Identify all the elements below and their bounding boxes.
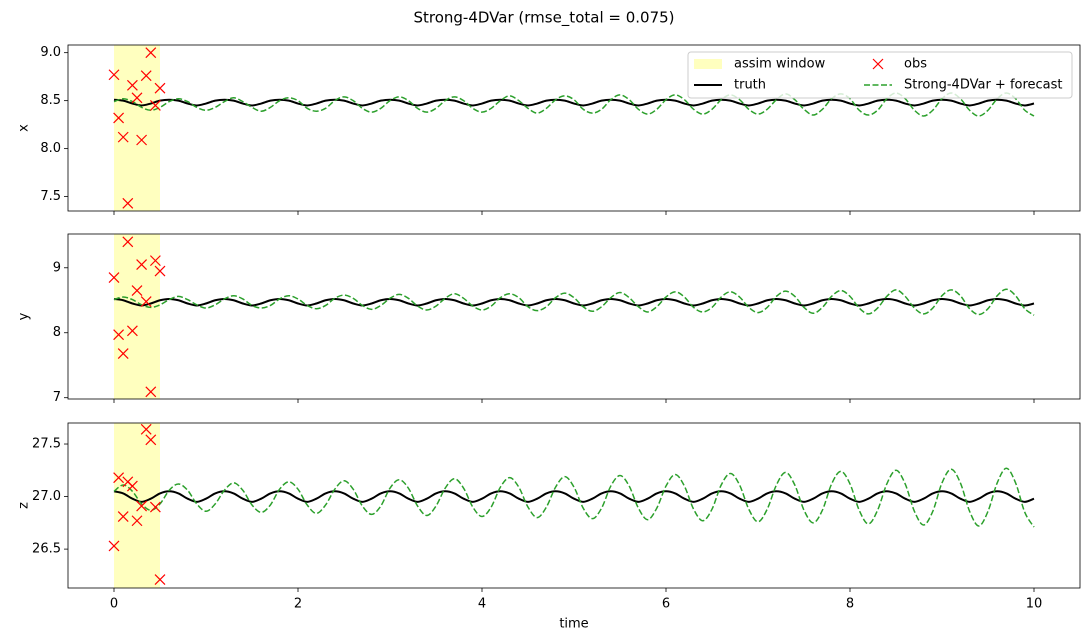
obs-marker: [140, 296, 152, 307]
x-tick-label: 2: [294, 597, 302, 612]
obs-marker: [113, 472, 125, 484]
obs-marker: [145, 434, 157, 446]
obs-marker: [149, 501, 161, 513]
obs-marker: [126, 325, 138, 337]
y-axis-label: y: [17, 312, 32, 320]
obs-marker: [117, 131, 129, 143]
y-axis-label: x: [17, 124, 32, 132]
obs-marker: [126, 79, 138, 91]
y-axis-label: z: [17, 502, 32, 509]
obs-marker: [131, 515, 143, 527]
obs-marker: [113, 112, 125, 124]
series-line: [113, 98, 1035, 107]
obs-marker: [131, 285, 143, 296]
obs-marker: [108, 540, 120, 552]
obs-marker: [154, 82, 166, 94]
y-tick-label: 26.5: [32, 542, 61, 557]
series-line: [113, 92, 1035, 117]
legend-label: obs: [904, 57, 927, 72]
y-tick-label: 7: [53, 390, 61, 405]
assim-window: [114, 423, 160, 588]
legend-marker: [872, 58, 884, 70]
plot-area: [113, 45, 1035, 211]
obs-marker: [149, 100, 161, 111]
obs-marker: [145, 47, 157, 59]
y-tick-label: 27.5: [32, 437, 61, 452]
plot-area: [113, 423, 1035, 588]
series-line: [113, 467, 1035, 528]
x-tick-label: 0: [110, 597, 118, 612]
obs-marker: [140, 70, 152, 82]
x-tick-label: 10: [1026, 597, 1043, 612]
legend-label: assim window: [734, 57, 826, 72]
x-tick-label: 4: [478, 597, 486, 612]
y-tick-label: 9.0: [40, 45, 61, 60]
obs-marker: [136, 134, 148, 146]
assim-window: [114, 45, 160, 211]
series-line: [113, 490, 1035, 503]
figure-title: Strong-4DVar (rmse_total = 0.075): [413, 9, 674, 28]
axes-frame: [67, 44, 1081, 212]
series-line: [113, 297, 1035, 307]
obs-marker: [136, 259, 148, 270]
x-tick-label: 8: [846, 597, 854, 612]
legend-swatch: [694, 59, 722, 69]
obs-marker: [122, 236, 134, 248]
x-axis-label: time: [559, 617, 588, 632]
y-tick-label: 8: [53, 325, 61, 340]
obs-marker: [122, 197, 134, 209]
obs-marker: [149, 255, 161, 267]
y-tick-label: 7.5: [40, 189, 61, 204]
obs-marker: [117, 511, 129, 522]
series-line: [113, 288, 1035, 316]
legend-box: [687, 51, 1073, 99]
obs-marker: [126, 480, 138, 492]
obs-marker: [108, 69, 120, 81]
obs-marker: [154, 265, 166, 277]
axes-frame: [67, 422, 1081, 589]
obs-marker: [131, 92, 143, 104]
obs-marker: [154, 574, 166, 586]
y-tick-label: 8.0: [40, 141, 61, 156]
plot-area: [113, 234, 1035, 399]
obs-marker: [145, 386, 157, 398]
y-tick-label: 8.5: [40, 93, 61, 108]
obs-marker: [117, 348, 129, 359]
assim-window: [114, 234, 160, 399]
y-tick-label: 27.0: [32, 489, 61, 504]
legend-label: truth: [734, 78, 766, 93]
obs-marker: [136, 500, 148, 512]
obs-marker: [113, 329, 125, 341]
obs-marker: [140, 423, 152, 435]
obs-marker: [108, 272, 120, 283]
x-tick-label: 6: [662, 597, 670, 612]
y-tick-label: 9: [53, 260, 61, 275]
axes-frame: [67, 233, 1081, 400]
legend-label: Strong-4DVar + forecast: [904, 78, 1063, 93]
